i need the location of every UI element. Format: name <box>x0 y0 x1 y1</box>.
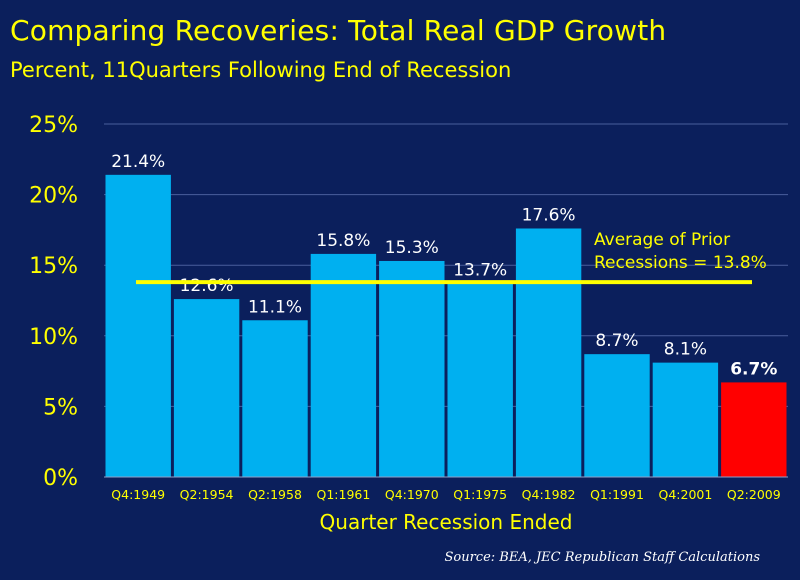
bar <box>379 260 445 477</box>
y-tick-label: 5% <box>43 395 78 420</box>
y-axis-ticks: 0% 5% 10% 15% 20% 25% <box>29 113 78 491</box>
x-tick-label: Q1:1991 <box>590 487 644 502</box>
bars <box>105 174 787 477</box>
x-tick-label: Q1:1975 <box>453 487 507 502</box>
bar <box>721 382 787 477</box>
y-tick-label: 10% <box>29 325 78 350</box>
x-tick-label: Q4:2001 <box>658 487 712 502</box>
x-tick-label: Q4:1982 <box>522 487 576 502</box>
data-label: 8.1% <box>664 340 707 360</box>
bar <box>447 283 513 477</box>
source-note: Source: BEA, JEC Republican Staff Calcul… <box>444 550 760 565</box>
data-label: 13.7% <box>453 261 507 281</box>
y-tick-label: 15% <box>29 254 78 279</box>
bar <box>173 299 240 477</box>
bar <box>310 253 377 477</box>
data-label: 15.8% <box>316 231 370 251</box>
x-tick-label: Q1:1961 <box>316 487 370 502</box>
bar <box>584 354 650 477</box>
data-label: 12.6% <box>180 276 234 296</box>
data-label: 17.6% <box>522 205 576 225</box>
data-label: 15.3% <box>385 238 439 258</box>
x-tick-label: Q2:1958 <box>248 487 302 502</box>
y-tick-label: 0% <box>43 466 78 491</box>
x-tick-label: Q2:1954 <box>180 487 234 502</box>
data-label: 6.7% <box>730 359 777 379</box>
x-tick-label: Q2:2009 <box>727 487 781 502</box>
average-label-line1: Average of Prior <box>594 230 730 250</box>
chart-subtitle: Percent, 11Quarters Following End of Rec… <box>10 58 512 82</box>
y-tick-label: 25% <box>29 113 78 138</box>
chart-title: Comparing Recoveries: Total Real GDP Gro… <box>10 14 667 47</box>
x-tick-label: Q4:1949 <box>111 487 165 502</box>
x-tick-label: Q4:1970 <box>385 487 439 502</box>
x-axis-ticks: Q4:1949 Q2:1954 Q2:1958 Q1:1961 Q4:1970 Q1:19… <box>111 487 780 502</box>
bar <box>515 228 582 477</box>
data-label: 11.1% <box>248 297 302 317</box>
bar <box>105 174 171 477</box>
data-label: 21.4% <box>111 152 165 172</box>
bar <box>242 320 308 477</box>
average-label-line2: Recessions = 13.8% <box>594 253 767 273</box>
x-axis-title: Quarter Recession Ended <box>320 510 573 534</box>
y-tick-label: 20% <box>29 184 78 209</box>
data-label: 8.7% <box>595 331 638 351</box>
bar <box>652 362 719 477</box>
